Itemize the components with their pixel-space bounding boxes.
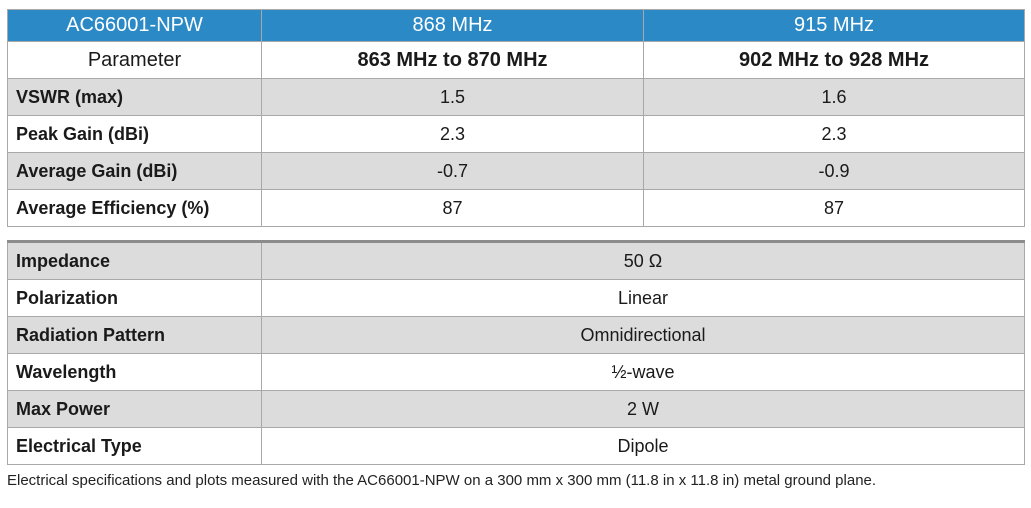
row-label: Average Gain (dBi) [7,152,262,190]
range-915-header: 902 MHz to 928 MHz [643,41,1025,79]
table-row: Wavelength ½-wave [7,353,1025,391]
row-value-915: 87 [643,189,1025,227]
range-868-header: 863 MHz to 870 MHz [261,41,644,79]
table-row: Electrical Type Dipole [7,427,1025,465]
table-subheader-row: Parameter 863 MHz to 870 MHz 902 MHz to … [7,41,1025,79]
parameter-header: Parameter [7,41,262,79]
footnote: Electrical specifications and plots meas… [7,472,877,489]
row-value-868: 1.5 [261,78,644,116]
table-header-row: AC66001-NPW 868 MHz 915 MHz [7,9,1025,42]
frequency-specs-table: AC66001-NPW 868 MHz 915 MHz Parameter 86… [7,9,1025,227]
row-value-868: -0.7 [261,152,644,190]
row-label: Polarization [7,279,262,317]
row-value-915: -0.9 [643,152,1025,190]
row-value: Dipole [261,427,1025,465]
row-value-868: 2.3 [261,115,644,153]
row-label: Impedance [7,241,262,280]
table-row: Impedance 50 Ω [7,241,1025,280]
row-value-915: 2.3 [643,115,1025,153]
table-row: VSWR (max) 1.5 1.6 [7,78,1025,116]
row-label: Average Efficiency (%) [7,189,262,227]
table-row: Average Efficiency (%) 87 87 [7,189,1025,227]
row-label: VSWR (max) [7,78,262,116]
row-value-868: 87 [261,189,644,227]
general-specs-table: Impedance 50 Ω Polarization Linear Radia… [7,240,1025,465]
table-row: Average Gain (dBi) -0.7 -0.9 [7,152,1025,190]
table-row: Polarization Linear [7,279,1025,317]
band-915-header: 915 MHz [643,9,1025,42]
table-row: Radiation Pattern Omnidirectional [7,316,1025,354]
row-label: Wavelength [7,353,262,391]
row-value: 2 W [261,390,1025,428]
row-value: Omnidirectional [261,316,1025,354]
row-label: Max Power [7,390,262,428]
row-value: 50 Ω [261,241,1025,280]
row-label: Radiation Pattern [7,316,262,354]
row-label: Electrical Type [7,427,262,465]
row-value: ½-wave [261,353,1025,391]
band-868-header: 868 MHz [261,9,644,42]
row-value-915: 1.6 [643,78,1025,116]
model-name-header: AC66001-NPW [7,9,262,42]
table-row: Peak Gain (dBi) 2.3 2.3 [7,115,1025,153]
row-label: Peak Gain (dBi) [7,115,262,153]
row-value: Linear [261,279,1025,317]
table-row: Max Power 2 W [7,390,1025,428]
